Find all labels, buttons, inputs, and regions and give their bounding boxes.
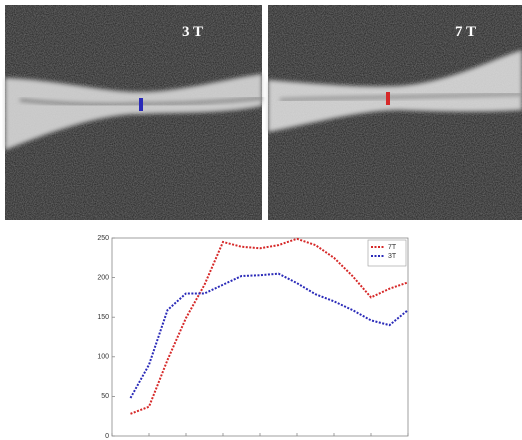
series-line (129, 272, 409, 399)
marker (386, 92, 390, 105)
y-tick-label: 150 (97, 314, 109, 321)
mri-3t: 3 T (5, 5, 263, 220)
series-line (130, 237, 409, 415)
legend-label: 7T (388, 244, 397, 251)
panel-label: 7 T (455, 24, 476, 40)
legend-box (367, 239, 407, 267)
marker (139, 98, 143, 111)
mri-7t: 7 T (268, 5, 522, 220)
panel-label: 3 T (182, 24, 203, 40)
y-tick-label: 0 (105, 433, 109, 440)
y-tick-label: 200 (97, 274, 109, 281)
y-tick-label: 250 (97, 235, 109, 242)
chart: 0 50 100 150 200 250 7T 3T (97, 235, 409, 440)
y-tick-label: 100 (97, 354, 109, 361)
y-tick-label: 50 (101, 393, 109, 400)
legend-label: 3T (388, 253, 397, 260)
plot-area (111, 237, 409, 437)
